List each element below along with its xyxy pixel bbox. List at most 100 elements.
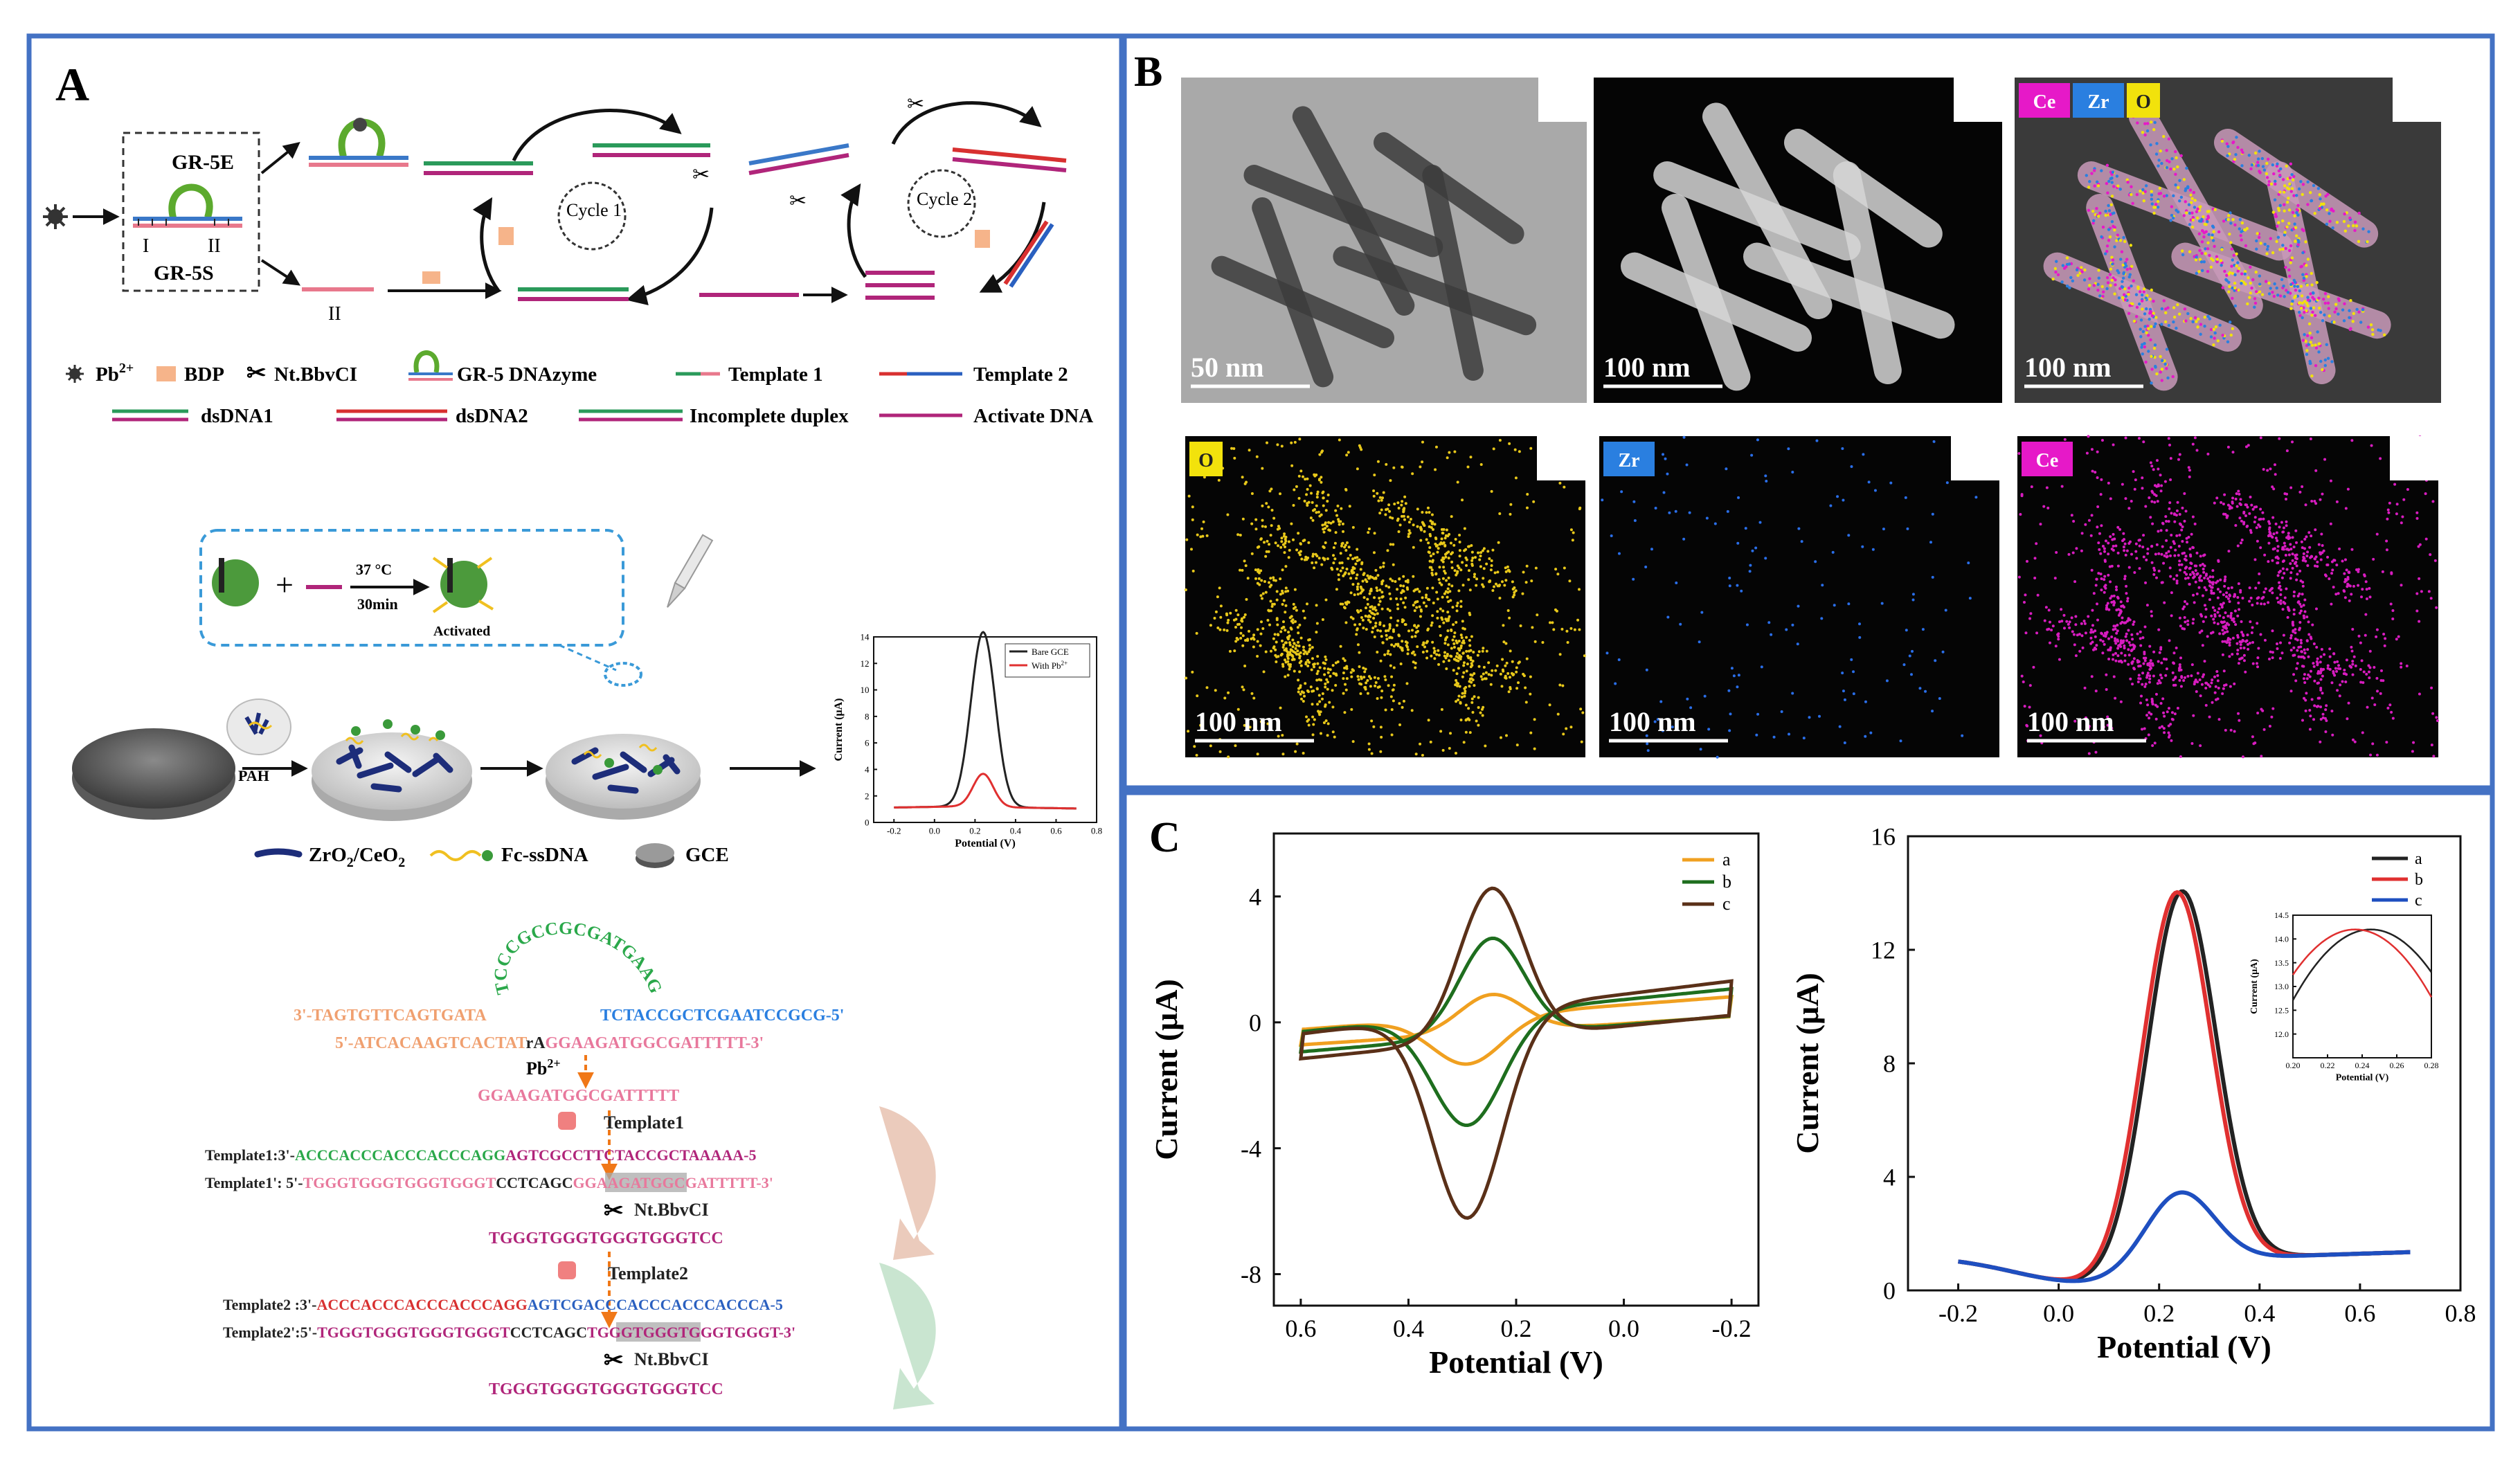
x-tick-label: 0.6 — [1285, 1315, 1316, 1342]
x-tick-label: 0.4 — [2244, 1299, 2275, 1327]
legend-bdp: BDP — [156, 363, 224, 386]
y-tick-label: 8 — [865, 711, 870, 721]
legend-lead: Pb2+ — [66, 361, 134, 386]
y-tick-label: 12.5 — [2274, 1006, 2289, 1016]
element-tag-label: O — [1198, 450, 1214, 471]
x-tick-label: 0.26 — [2390, 1061, 2404, 1070]
micrograph-grid: 50 nm 100 nm Ce Zr O 100 nm O 100 nm Zr 100 nm Ce 1… — [1181, 78, 2441, 759]
dpv-inset: 0.20 0.22 0.24 0.26 0.28 12.0 12.5 13.0 13.5 14.0… — [2249, 910, 2439, 1083]
y-tick-label: 16 — [1871, 823, 1896, 851]
svg-text:✂: ✂ — [604, 1198, 624, 1224]
template1-seq: Template1:3'-ACCCACCCACCCACCCAGGAGTCGCCT… — [205, 1146, 756, 1164]
x-tick-label: 0.2 — [2143, 1299, 2175, 1327]
x-tick-label: 0.8 — [1091, 825, 1102, 836]
element-tag-ce — [2022, 442, 2073, 476]
strand-ii-label: II — [208, 235, 221, 257]
x-axis-label: Potential (V) — [955, 838, 1016, 849]
strand-i-label: I — [143, 235, 149, 257]
recycle-arrow-2 — [879, 1263, 936, 1409]
series-line-2 — [894, 773, 1077, 810]
material-legend: ZrO2/CeO2 Fc-ssDNA GCE — [254, 843, 729, 870]
x-axis-label: Potential (V) — [1429, 1344, 1603, 1380]
svg-text:✂: ✂ — [246, 361, 267, 386]
product1-seq: TGGGTGGGTGGGTGGGTCC — [489, 1229, 723, 1247]
micrograph-tile-4: O 100 nm — [1184, 436, 1586, 759]
element-tag-zr — [2073, 83, 2124, 118]
panel-c-label: C — [1149, 814, 1180, 861]
scale-bar-label: 100 nm — [2027, 706, 2114, 737]
y-tick-label: 12.0 — [2274, 1029, 2289, 1039]
x-tick-label: 0.0 — [929, 825, 940, 836]
element-tag-label: Zr — [2087, 91, 2109, 113]
x-tick-label: 0.4 — [1010, 825, 1022, 836]
element-tag-label: Ce — [2036, 450, 2059, 471]
x-tick-label: -0.2 — [887, 825, 901, 836]
legend-entry: a — [1722, 849, 1731, 869]
template2-seq: Template2 :3'-ACCCACCCACCCACCCAGGAGTCGAC… — [223, 1296, 783, 1313]
scale-bar-label: 100 nm — [1195, 706, 1282, 737]
cycle-2: Cycle 2 ✂ ✂ — [748, 93, 1067, 300]
y-tick-label: 14.5 — [2274, 910, 2289, 920]
pb-label: Pb2+ — [526, 1056, 561, 1079]
legend-template1-text: Template 1 — [728, 363, 823, 386]
inset-dpv-chart: -0.2 0.0 0.2 0.4 0.6 0.8 0 2 4 6 8 10 12 14 Potential … — [833, 631, 1102, 849]
svg-text:+: + — [276, 567, 294, 602]
dpv-curve-c — [1958, 1190, 2411, 1283]
y-tick-label: 8 — [1883, 1050, 1896, 1078]
x-tick-label: 0.28 — [2424, 1061, 2439, 1070]
dpv-chart: -0.2 0.0 0.2 0.4 0.6 0.8 0 4 8 12 16 Potential (V) C… — [1790, 823, 2476, 1365]
y-tick-label: 4 — [1883, 1164, 1896, 1191]
legend-activate-text: Activate DNA — [973, 405, 1093, 427]
y-tick-label: -8 — [1241, 1261, 1261, 1288]
scheme-legend: Pb2+ BDP ✂ Nt.BbvCI GR-5 DNAzyme Templat… — [66, 350, 1093, 427]
panel-b-label: B — [1134, 48, 1162, 96]
scale-bar-label: 50 nm — [1191, 352, 1264, 383]
cv-chart: 0.6 0.4 0.2 0.0 -0.2 4 0 -4 -8 Potential (V) Curre… — [1149, 832, 1760, 1380]
recycle-arrow-1 — [879, 1106, 936, 1260]
y-tick-label: 0 — [1883, 1277, 1896, 1305]
legend-dsdna2-text: dsDNA2 — [456, 405, 528, 427]
activation-time: 30min — [357, 595, 398, 613]
activated-label: Activated — [433, 624, 490, 639]
x-tick-label: 0.0 — [2043, 1299, 2074, 1327]
element-tag-zr — [1603, 442, 1655, 476]
template1p-seq: Template1': 5'-TGGGTGGGTGGGTGGGTCCTCAGCG… — [205, 1174, 773, 1191]
activation-temp: 37 °C — [356, 561, 392, 578]
legend-entry: c — [1722, 894, 1731, 914]
modified-electrode-1 — [312, 719, 472, 821]
y-tick-label: 12 — [1871, 937, 1896, 964]
dnazyme-box — [122, 132, 260, 292]
legend-nicking: ✂ Nt.BbvCI — [246, 361, 357, 386]
legend-dnazyme-text: GR-5 DNAzyme — [457, 363, 597, 386]
template2-label: Template2 — [608, 1263, 688, 1283]
legend-entry: Bare GCE — [1032, 647, 1069, 657]
bare-gce — [72, 728, 235, 820]
y-tick-label: 0 — [865, 818, 870, 828]
product2-seq: TGGGTGGGTGGGTGGGTCC — [489, 1380, 723, 1398]
y-tick-label: 4 — [1249, 883, 1261, 911]
gr5e-label: GR-5E — [172, 151, 234, 174]
cleaved-fragment: GGAAGATGGCGATTTTT — [478, 1087, 679, 1105]
legend-fc-ssdna: Fc-ssDNA — [501, 844, 588, 866]
micrograph-tile-1: 50 nm — [1181, 78, 1587, 403]
y-axis-label: Current (μA) — [2249, 959, 2260, 1014]
panel-a: A GR-5E I II GR-5S — [43, 58, 1102, 1409]
legend-dsdna1: dsDNA1 — [112, 405, 273, 427]
y-tick-label: 10 — [861, 685, 870, 695]
micrograph-tile-3: Ce Zr O 100 nm — [2015, 78, 2441, 403]
lead-ion-icon — [43, 204, 68, 229]
cycle-2-label: Cycle 2 — [917, 189, 972, 209]
element-tag-label: O — [2136, 91, 2151, 113]
legend-bdp-text: BDP — [184, 363, 224, 386]
legend-entry: c — [2415, 892, 2422, 910]
x-tick-label: 0.2 — [1501, 1315, 1532, 1342]
y-tick-label: -4 — [1241, 1135, 1261, 1162]
panel-a-label: A — [55, 58, 89, 111]
element-tag-label: Zr — [1618, 450, 1639, 471]
legend-entry: With Pb2+ — [1032, 660, 1068, 671]
seq-line-2: 5'-ATCACAAGTCACTATrAGGAAGATGGCGATTTTT-3' — [335, 1034, 764, 1052]
legend-activate: Activate DNA — [879, 405, 1093, 427]
micrograph-tile-5: Zr 100 nm — [1599, 435, 1999, 759]
y-tick-label: 12 — [861, 658, 870, 669]
